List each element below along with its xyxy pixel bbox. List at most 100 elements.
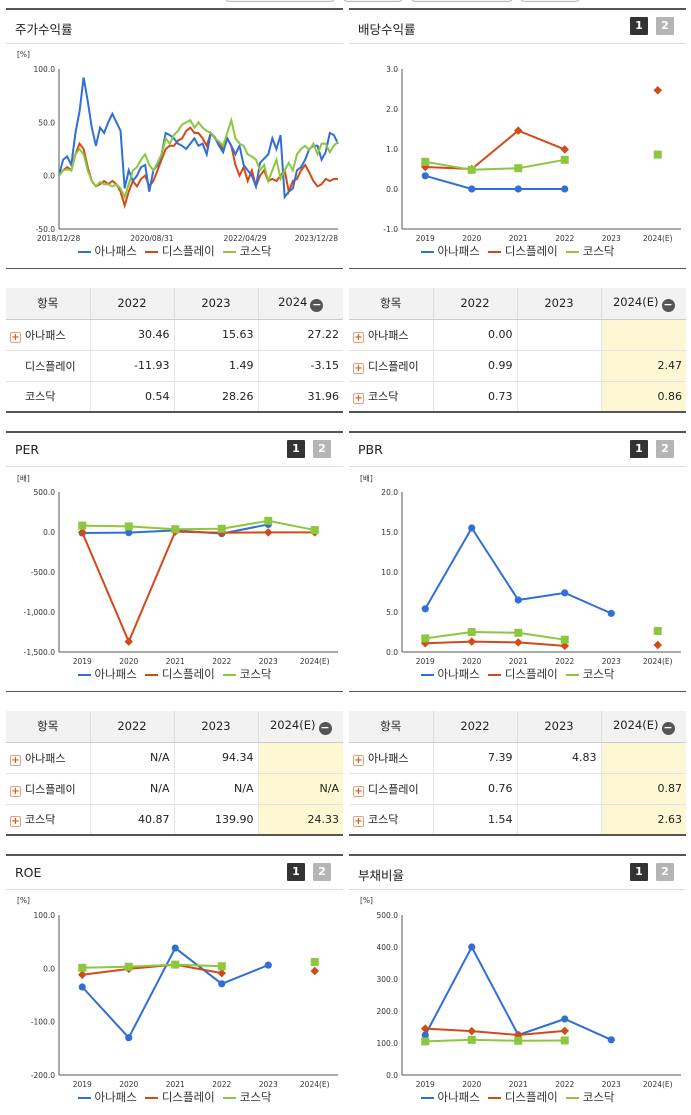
page-2-button[interactable]: 2: [656, 863, 674, 881]
column-header-label: 2024: [278, 294, 308, 309]
legend-marker-icon: [420, 248, 434, 256]
column-header-label: 항목: [380, 296, 402, 311]
data-point: [218, 980, 226, 988]
collapse-icon[interactable]: −: [661, 720, 675, 735]
table-row: + 아나패스 N/A 94.34: [6, 742, 343, 774]
y-tick-label: 500.0: [377, 911, 399, 920]
divider: [6, 889, 343, 890]
data-point: [217, 962, 226, 971]
series-line: [82, 963, 222, 969]
row-label: 디스플레이: [25, 359, 76, 373]
x-tick-label: 2021: [509, 1080, 528, 1089]
expand-icon[interactable]: +: [353, 393, 364, 405]
series-line: [82, 963, 222, 976]
table-cell: 15.63: [173, 319, 258, 351]
x-tick-label: 2020: [119, 1080, 138, 1089]
data-point: [421, 1037, 430, 1046]
data-point: [467, 165, 476, 174]
page-1-button[interactable]: 1: [630, 17, 648, 35]
table-cell: [516, 804, 601, 836]
data-point: [421, 1024, 430, 1033]
table-row: + 디스플레이 0.76 0.87: [349, 773, 686, 805]
data-point: [124, 962, 133, 971]
top-toolbar-strip: [0, 0, 691, 5]
x-tick-label: 2018/12/28: [37, 234, 80, 243]
expand-icon[interactable]: +: [10, 331, 21, 343]
data-point: [125, 529, 133, 537]
page-2-button[interactable]: 2: [313, 440, 331, 458]
legend-label: 디스플레이: [504, 1090, 558, 1104]
page-1-button[interactable]: 1: [630, 863, 648, 881]
period-select[interactable]: [224, 0, 336, 2]
row-label-cell: + 아나패스: [349, 319, 433, 351]
legend-item: 아나패스: [420, 243, 480, 259]
series-line: [425, 640, 565, 647]
column-header: 2023: [516, 288, 601, 320]
expand-icon[interactable]: +: [353, 362, 364, 374]
x-tick-label: 2019: [73, 1080, 92, 1089]
data-point: [310, 966, 319, 976]
data-point: [171, 944, 179, 952]
table-row: + 아나패스 30.46 15.63 27.22: [6, 319, 343, 351]
page-2-button[interactable]: 2: [656, 17, 674, 35]
series-line: [424, 174, 565, 190]
x-tick-label: 2021: [509, 234, 528, 243]
y-tick-label: -1,000.0: [24, 608, 56, 617]
table-cell: 0.86: [600, 381, 686, 413]
collapse-icon[interactable]: −: [661, 297, 675, 312]
legend-label: 코스닥: [582, 244, 615, 258]
collapse-icon[interactable]: −: [318, 720, 332, 735]
filter-button[interactable]: [519, 0, 581, 2]
filter-button[interactable]: [342, 0, 404, 2]
table-cell: [600, 319, 686, 351]
series-line: [425, 1038, 565, 1043]
filter-button[interactable]: [410, 0, 514, 2]
page-2-button[interactable]: 2: [313, 863, 331, 881]
expand-icon[interactable]: +: [353, 816, 364, 828]
legend-marker-icon: [77, 671, 91, 679]
row-label-cell: + 아나패스: [6, 319, 90, 351]
x-tick-label: 2022: [212, 1080, 231, 1089]
divider: [6, 691, 343, 692]
expand-icon[interactable]: +: [10, 785, 21, 797]
page-1-button[interactable]: 1: [287, 863, 305, 881]
table-cell: 31.96: [257, 381, 343, 413]
dividend-table: 항목 2022 2023 2024(E) − + 아나패스 0.00 + 디스플레이 0.99 2.4…: [349, 288, 686, 413]
legend-item: 코스닥: [565, 1089, 614, 1105]
expand-icon[interactable]: +: [353, 331, 364, 343]
series-line: [81, 530, 315, 645]
expand-icon[interactable]: +: [353, 785, 364, 797]
x-tick-label: 2022: [555, 234, 574, 243]
divider: [6, 466, 343, 467]
table-cell: [600, 742, 686, 774]
row-label-cell: + 디스플레이: [349, 350, 433, 382]
table-row: 코스닥 0.54 28.26 31.96: [6, 381, 343, 413]
legend-marker-icon: [144, 1094, 158, 1102]
legend-item: 아나패스: [77, 243, 137, 259]
y-tick-label: 5.0: [386, 608, 398, 617]
x-tick-label: 2024(E): [643, 234, 673, 243]
panel-roe: ROE 1 2 [%] 100.0 0.0 -100.0 -200.0 2019 2020…: [6, 854, 343, 1115]
row-label: 아나패스: [368, 328, 409, 342]
y-tick-label: 1.0: [386, 145, 398, 154]
page-1-button[interactable]: 1: [630, 440, 648, 458]
expand-icon[interactable]: +: [353, 754, 364, 766]
data-point: [560, 1036, 569, 1045]
collapse-icon[interactable]: −: [310, 297, 324, 312]
data-point: [468, 943, 476, 951]
y-tick-label: -50.0: [36, 225, 56, 234]
x-tick-label: 2023/12/28: [295, 234, 338, 243]
expand-icon[interactable]: +: [10, 816, 21, 828]
page-2-button[interactable]: 2: [656, 440, 674, 458]
panel-title: ROE: [15, 865, 42, 880]
row-label-cell: 디스플레이: [6, 350, 90, 382]
data-point: [421, 172, 429, 180]
x-tick-label: 2020: [119, 657, 138, 666]
legend-label: 디스플레이: [504, 667, 558, 681]
y-tick-label: -100.0: [31, 1018, 55, 1027]
legend-item: 디스플레이: [144, 243, 215, 259]
legend-marker-icon: [144, 248, 158, 256]
expand-icon[interactable]: +: [10, 754, 21, 766]
panel-dividend-yield: 배당수익률 1 2 3.0 2.0 1.0 0.0 -1.0 2019 2020 2021 20…: [349, 8, 686, 269]
page-1-button[interactable]: 1: [287, 440, 305, 458]
